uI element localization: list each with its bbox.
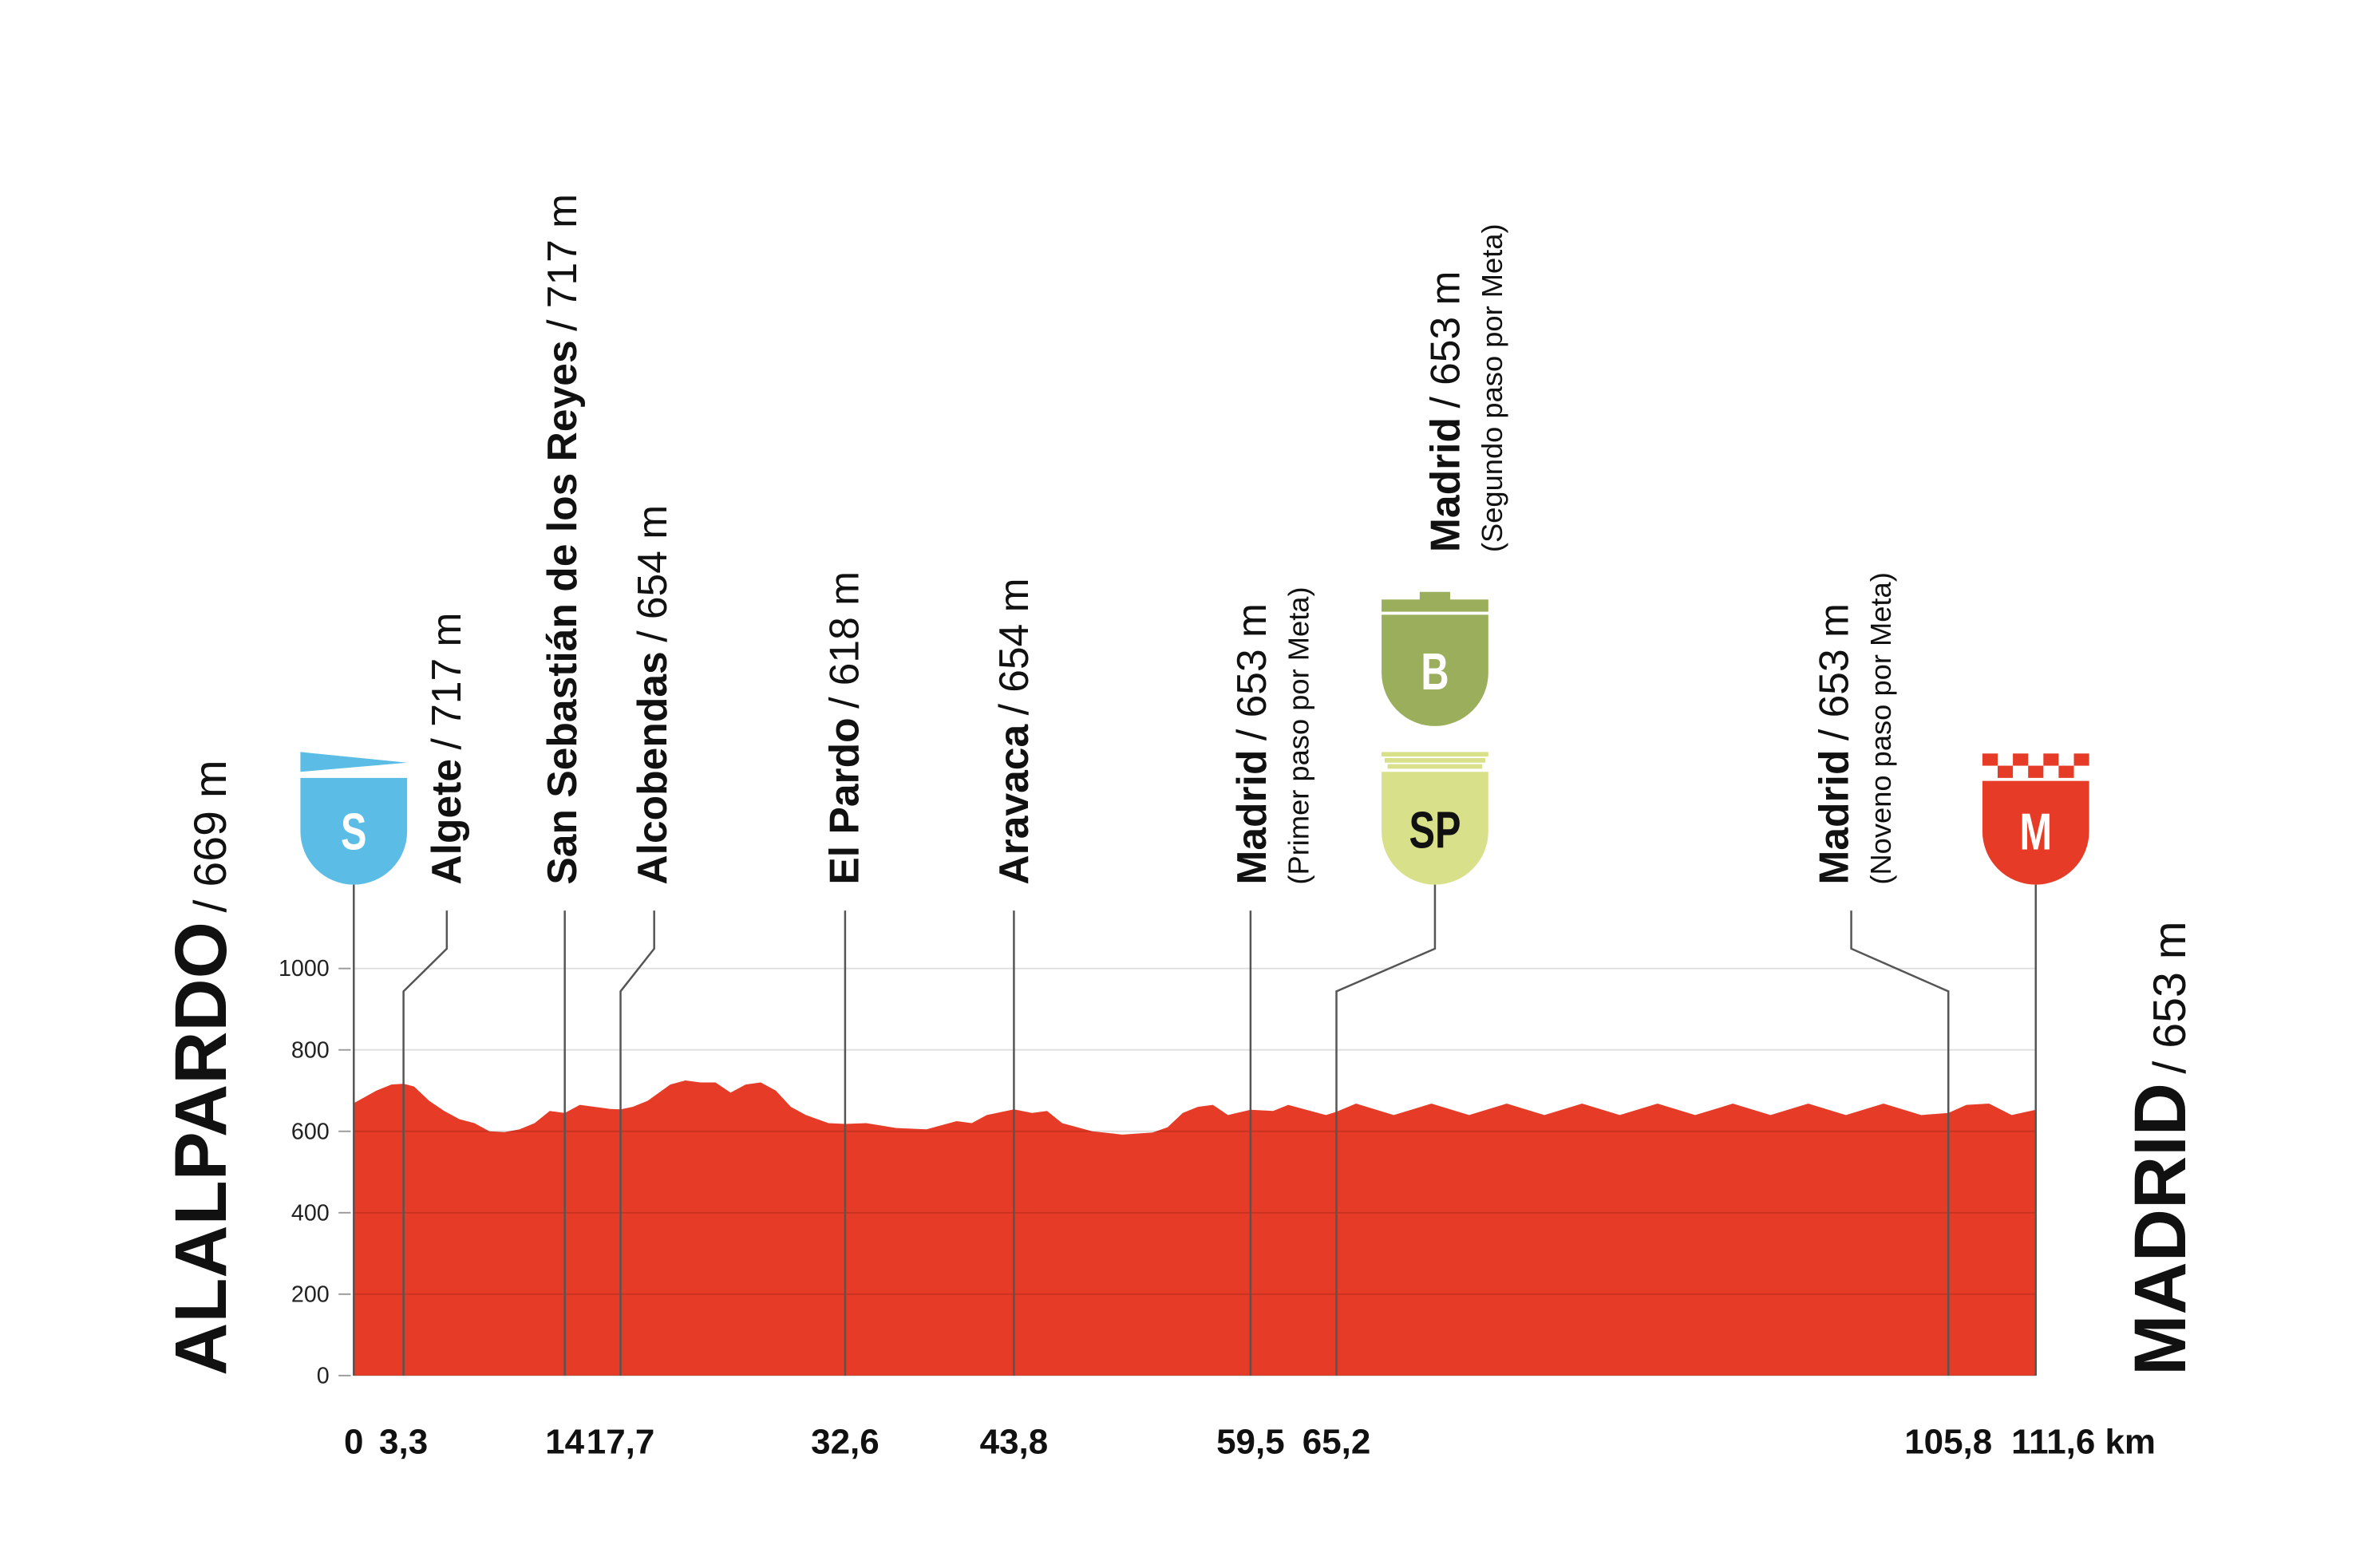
waypoint-elevation: / 618 m — [821, 571, 868, 709]
waypoint-note: (Noveno paso por Meta) — [1864, 572, 1897, 884]
icon-shield — [1382, 772, 1488, 885]
icon-label: B — [1421, 643, 1449, 701]
icon-checker — [1982, 753, 1998, 766]
icon-stack — [1384, 758, 1486, 763]
waypoint-label: Algete / 717 m — [423, 612, 469, 884]
icon-checker — [1997, 765, 2014, 778]
x-tick-line — [402, 910, 449, 1376]
icon-label: M — [2019, 804, 2052, 861]
x-tick-label: 17,7 — [587, 1422, 655, 1461]
waypoint-name: Madrid — [1811, 750, 1857, 885]
y-tick-label: 1000 — [279, 956, 330, 981]
x-tick-label: 111,6 km — [2011, 1422, 2156, 1461]
icon-checker — [2058, 765, 2074, 778]
waypoint-elevation: / 717 m — [423, 612, 469, 749]
place-elevation: / 669 m — [185, 760, 236, 912]
place-name: ALALPARDO — [160, 922, 242, 1376]
icon-label: SP — [1409, 802, 1461, 859]
icon-shield — [1982, 780, 2089, 885]
x-tick-line — [619, 910, 655, 1376]
waypoint-elevation: / 653 m — [1228, 603, 1275, 741]
y-tick-label: 0 — [317, 1363, 330, 1388]
waypoint-note: (Segundo paso por Meta) — [1476, 223, 1508, 552]
icon-cap — [1419, 591, 1451, 602]
icon-checker — [2043, 753, 2059, 766]
waypoint-elevation: / 654 m — [990, 578, 1037, 715]
icon-shield — [1382, 614, 1488, 726]
x-tick-label: 3,3 — [379, 1422, 428, 1461]
profile-area — [354, 1080, 2036, 1376]
icon-cap — [1382, 599, 1488, 612]
waypoint-label: Aravaca / 654 m — [990, 578, 1037, 884]
waypoint-name: San Sebastián de los Reyes — [539, 340, 585, 884]
place-elevation: / 653 m — [2145, 921, 2196, 1073]
y-tick-label: 800 — [291, 1037, 330, 1063]
x-tick-label: 65,2 — [1303, 1422, 1371, 1461]
waypoint-name: Madrid — [1228, 750, 1275, 885]
waypoint-name: Aravaca — [990, 724, 1037, 885]
place-label: ALALPARDO / 669 m — [160, 760, 242, 1375]
waypoint-label: El Pardo / 618 m — [821, 571, 868, 885]
waypoint-name: Algete — [423, 759, 469, 885]
waypoint-elevation: / 653 m — [1422, 271, 1469, 409]
icon-stack — [1382, 752, 1488, 757]
waypoint-note: (Primer paso por Meta) — [1282, 587, 1314, 884]
waypoint-label: San Sebastián de los Reyes / 717 m — [539, 194, 585, 885]
y-tick-label: 400 — [291, 1200, 330, 1226]
y-tick-label: 200 — [291, 1282, 330, 1307]
waypoint-name: Madrid — [1422, 417, 1469, 552]
icon-checker — [2028, 765, 2044, 778]
waypoint-label: Madrid / 653 m — [1811, 603, 1857, 885]
x-tick-line — [1850, 910, 1950, 1376]
icon-label: S — [341, 804, 366, 861]
x-tick-label: 32,6 — [811, 1422, 880, 1461]
waypoint-elevation: / 717 m — [539, 194, 585, 331]
icon-checker — [2013, 753, 2029, 766]
waypoint-label: Madrid / 653 m — [1422, 271, 1469, 553]
x-tick-line — [1335, 884, 1437, 1376]
x-tick-label: 14 — [545, 1422, 584, 1461]
icon-checker — [2073, 753, 2089, 766]
icon-shield — [300, 777, 408, 885]
waypoint-label: Madrid / 653 m — [1228, 603, 1275, 885]
place-name: MADRID — [2120, 1083, 2201, 1376]
x-tick-label: 59,5 — [1216, 1422, 1285, 1461]
icon-stack — [1387, 764, 1483, 769]
icon-flag — [300, 752, 408, 772]
x-tick-label: 43,8 — [980, 1422, 1049, 1461]
waypoint-elevation: / 654 m — [629, 505, 675, 642]
place-label: MADRID / 653 m — [2120, 921, 2201, 1375]
waypoint-name: El Pardo — [821, 717, 868, 884]
y-tick-label: 600 — [291, 1119, 330, 1144]
waypoint-elevation: / 653 m — [1811, 603, 1857, 741]
x-tick-label: 105,8 — [1904, 1422, 1992, 1461]
waypoint-name: Alcobendas — [629, 651, 675, 884]
x-tick-label: 0 — [344, 1422, 363, 1461]
waypoint-label: Alcobendas / 654 m — [629, 505, 675, 885]
